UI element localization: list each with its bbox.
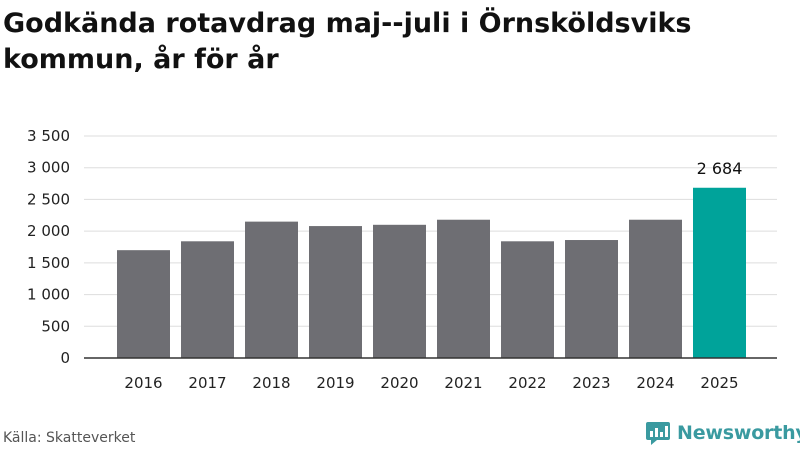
bar-2018 [245, 221, 298, 358]
y-tick-label: 3 500 [27, 127, 70, 145]
bar-2021 [437, 219, 490, 358]
bar-2019 [309, 226, 362, 358]
x-tick-label: 2017 [188, 374, 226, 392]
source-note: Källa: Skatteverket [3, 430, 136, 446]
x-tick-label: 2024 [636, 374, 674, 392]
bar-2025 [693, 187, 746, 358]
y-tick-label: 1 000 [27, 286, 70, 304]
bar-2023 [565, 240, 618, 358]
brand-name: Newsworthy [677, 422, 800, 444]
x-tick-label: 2016 [124, 374, 162, 392]
x-axis-tick-labels: 2016 2017 2018 2019 2020 2021 2022 2023 2024 2025 [124, 374, 738, 392]
bar-2016 [117, 250, 170, 358]
y-tick-label: 2 000 [27, 222, 70, 240]
bars [117, 187, 746, 358]
bar-2020 [373, 224, 426, 358]
x-tick-label: 2018 [252, 374, 290, 392]
data-label: 2 684 [697, 159, 743, 178]
x-tick-label: 2019 [316, 374, 354, 392]
x-tick-label: 2021 [444, 374, 482, 392]
brand-logo: Newsworthy [645, 420, 800, 446]
y-tick-label: 0 [60, 349, 70, 367]
x-tick-label: 2022 [508, 374, 546, 392]
y-tick-label: 3 000 [27, 159, 70, 177]
newsworthy-logo-icon [646, 422, 670, 445]
x-tick-label: 2025 [700, 374, 738, 392]
y-tick-label: 500 [41, 317, 70, 335]
y-tick-label: 2 500 [27, 190, 70, 208]
bar-2022 [501, 241, 554, 358]
y-axis-tick-labels: 0 500 1 000 1 500 2 000 2 500 3 000 3 500 [27, 127, 70, 367]
data-labels: 2 684 [697, 159, 743, 178]
x-tick-label: 2020 [380, 374, 418, 392]
y-tick-label: 1 500 [27, 254, 70, 272]
chart-title: Godkända rotavdrag maj--juli i Örnskölds… [3, 8, 692, 75]
x-tick-label: 2023 [572, 374, 610, 392]
bar-2024 [629, 219, 682, 358]
bar-2017 [181, 241, 234, 358]
